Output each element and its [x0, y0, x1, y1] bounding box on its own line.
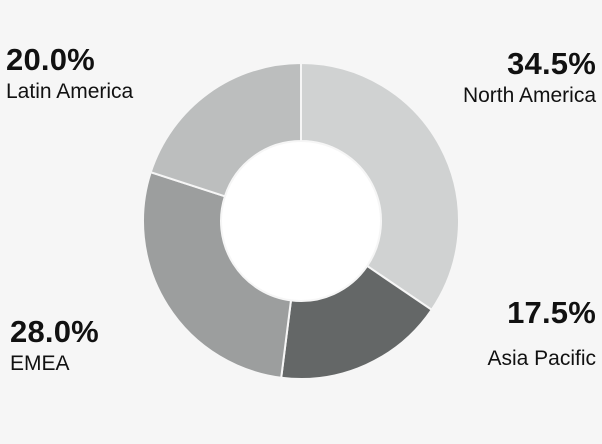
- slice-north-america: [300, 61, 460, 312]
- slice-name-label: EMEA: [10, 352, 70, 375]
- slice-latin-america: [149, 61, 302, 198]
- slice-name-label: North America: [462, 84, 596, 107]
- slice-value-label: 20.0%: [6, 42, 95, 77]
- slice-name-label: Latin America: [6, 80, 134, 103]
- slice-value-label: 17.5%: [507, 295, 596, 330]
- slice-asia-pacific: [280, 264, 434, 380]
- slice-value-label: 34.5%: [507, 46, 596, 81]
- donut-hole: [222, 142, 380, 300]
- slice-emea: [142, 170, 293, 379]
- slice-name-label: Asia Pacific: [487, 347, 596, 370]
- label-emea: 28.0% EMEA: [10, 316, 99, 374]
- label-north-america: 34.5% North America: [463, 48, 596, 106]
- label-asia-pacific: 17.5% Asia Pacific: [487, 297, 596, 369]
- label-latin-america: 20.0% Latin America: [6, 44, 133, 102]
- slice-value-label: 28.0%: [10, 314, 99, 349]
